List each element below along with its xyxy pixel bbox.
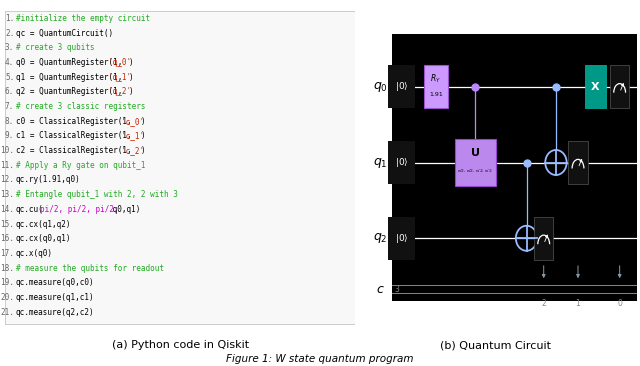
Text: 21.: 21. [1,308,14,317]
Text: $|0\rangle$: $|0\rangle$ [395,156,408,169]
Text: 5.: 5. [5,72,14,82]
Text: $q_2$: $q_2$ [373,231,388,245]
Text: $q_0$: $q_0$ [373,80,388,94]
Text: c1 = ClassicalRegister(1,: c1 = ClassicalRegister(1, [15,131,136,140]
Text: qc.cu(: qc.cu( [15,205,44,214]
Text: qc.measure(q1,c1): qc.measure(q1,c1) [15,293,94,302]
Text: qc.cx(q1,q2): qc.cx(q1,q2) [15,220,71,228]
Text: # Apply a Ry gate on qubit_1: # Apply a Ry gate on qubit_1 [15,161,145,170]
Text: 'q_0': 'q_0' [108,58,132,67]
Text: 1: 1 [575,299,580,308]
Text: Figure 1: W state quantum program: Figure 1: W state quantum program [227,354,413,364]
Text: qc.cx(q0,q1): qc.cx(q0,q1) [15,234,71,243]
Text: q0,q1): q0,q1) [108,205,141,214]
Text: ): ) [141,131,145,140]
Text: X: X [591,82,600,92]
Text: ): ) [141,146,145,155]
Text: 'q_1': 'q_1' [108,72,132,82]
FancyBboxPatch shape [388,66,415,108]
Text: 2.: 2. [5,29,14,38]
Text: 'q_2': 'q_2' [108,87,132,96]
FancyBboxPatch shape [610,66,629,108]
Text: # Entangle qubit_1 with 2, 2 with 3: # Entangle qubit_1 with 2, 2 with 3 [15,190,177,199]
Text: 7.: 7. [5,102,14,111]
FancyBboxPatch shape [584,66,605,108]
Text: q0 = QuantumRegister(1,: q0 = QuantumRegister(1, [15,58,122,67]
Text: U: U [470,147,479,158]
Text: 12.: 12. [1,175,14,184]
Text: $q_1$: $q_1$ [373,156,388,169]
Text: pi/2, pi/2, pi/2,: pi/2, pi/2, pi/2, [40,205,118,214]
Text: 'c_2': 'c_2' [120,146,143,155]
Text: qc.ry(1.91,q0): qc.ry(1.91,q0) [15,175,81,184]
Text: 9.: 9. [5,131,14,140]
FancyBboxPatch shape [388,217,415,260]
Text: 2: 2 [541,299,546,308]
Text: ): ) [129,72,133,82]
Text: $\pi/2, \pi/2, \pi/2, \pi/2$: $\pi/2, \pi/2, \pi/2, \pi/2$ [458,167,493,174]
Text: 18.: 18. [1,264,14,273]
Text: $|0\rangle$: $|0\rangle$ [395,80,408,93]
Text: #initialize the empty circuit: #initialize the empty circuit [15,14,150,23]
FancyBboxPatch shape [568,141,588,184]
Text: (a) Python code in Qiskit: (a) Python code in Qiskit [112,340,249,350]
FancyBboxPatch shape [388,141,415,184]
Text: 1.91: 1.91 [429,93,443,97]
Text: ): ) [129,87,133,96]
Text: (b) Quantum Circuit: (b) Quantum Circuit [440,340,552,350]
FancyBboxPatch shape [424,66,448,108]
Text: $c$: $c$ [376,283,385,296]
Text: 14.: 14. [1,205,14,214]
Text: 19.: 19. [1,278,14,287]
Text: q2 = QuantumRegister(1,: q2 = QuantumRegister(1, [15,87,122,96]
Text: $|0\rangle$: $|0\rangle$ [395,232,408,245]
Text: # create 3 classic registers: # create 3 classic registers [15,102,145,111]
Text: 17.: 17. [1,249,14,258]
FancyBboxPatch shape [534,217,553,260]
Text: 'c_0': 'c_0' [120,117,143,126]
Text: 15.: 15. [1,220,14,228]
Text: 20.: 20. [1,293,14,302]
Text: ): ) [129,58,133,67]
Text: 13.: 13. [1,190,14,199]
Text: 4.: 4. [5,58,14,67]
Text: 11.: 11. [1,161,14,170]
Text: 16.: 16. [1,234,14,243]
Text: qc.x(q0): qc.x(q0) [15,249,52,258]
Text: 3.: 3. [5,43,14,52]
Text: 0: 0 [617,299,622,308]
Text: ): ) [141,117,145,126]
Text: c2 = ClassicalRegister(1,: c2 = ClassicalRegister(1, [15,146,136,155]
Text: 8.: 8. [5,117,14,126]
Text: qc = QuantumCircuit(): qc = QuantumCircuit() [15,29,113,38]
Text: 'c_1': 'c_1' [120,131,143,140]
Text: $R_Y$: $R_Y$ [431,72,442,85]
Text: # create 3 qubits: # create 3 qubits [15,43,94,52]
FancyBboxPatch shape [454,139,495,186]
Text: q1 = QuantumRegister(1,: q1 = QuantumRegister(1, [15,72,122,82]
Text: qc.measure(q2,c2): qc.measure(q2,c2) [15,308,94,317]
Text: c0 = ClassicalRegister(1,: c0 = ClassicalRegister(1, [15,117,136,126]
Text: 1.: 1. [5,14,14,23]
Text: 3: 3 [395,285,399,294]
FancyBboxPatch shape [392,34,637,301]
Text: # measure the qubits for readout: # measure the qubits for readout [15,264,164,273]
Text: 10.: 10. [1,146,14,155]
Text: 6.: 6. [5,87,14,96]
Text: qc.measure(q0,c0): qc.measure(q0,c0) [15,278,94,287]
